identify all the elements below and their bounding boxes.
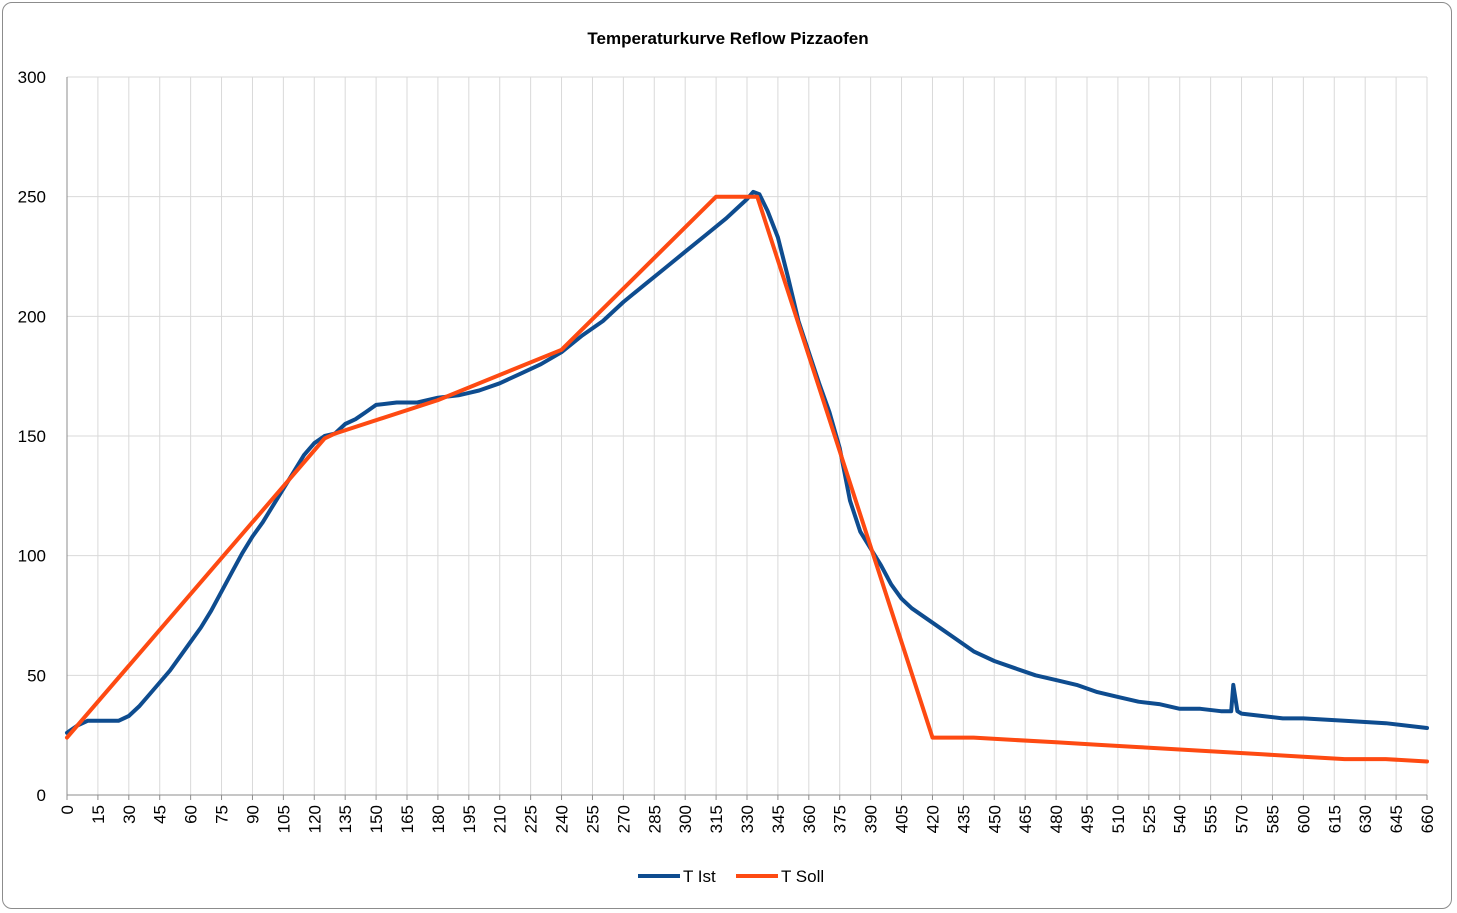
x-tick-label: 480 bbox=[1047, 805, 1066, 833]
x-tick-label: 375 bbox=[831, 805, 850, 833]
x-tick-label: 255 bbox=[583, 805, 602, 833]
x-tick-label: 465 bbox=[1016, 805, 1035, 833]
y-tick-label: 50 bbox=[27, 666, 46, 685]
x-tick-label: 150 bbox=[367, 805, 386, 833]
grid bbox=[66, 76, 1428, 796]
x-tick-label: 405 bbox=[893, 805, 912, 833]
x-tick-label: 285 bbox=[645, 805, 664, 833]
x-tick-label: 390 bbox=[862, 805, 881, 833]
x-tick-label: 270 bbox=[614, 805, 633, 833]
x-tick-label: 240 bbox=[553, 805, 572, 833]
x-tick-label: 570 bbox=[1233, 805, 1252, 833]
x-tick-label: 195 bbox=[460, 805, 479, 833]
x-tick-label: 555 bbox=[1202, 805, 1221, 833]
legend: T Ist T Soll bbox=[638, 867, 824, 886]
x-tick-label: 525 bbox=[1140, 805, 1159, 833]
y-tick-label: 300 bbox=[18, 68, 46, 87]
x-tick-label: 15 bbox=[89, 805, 108, 824]
x-tick-label: 360 bbox=[800, 805, 819, 833]
x-tick-label: 135 bbox=[336, 805, 355, 833]
series-line-t-ist bbox=[65, 189, 1429, 735]
y-tick-label: 100 bbox=[18, 547, 46, 566]
x-tick-label: 450 bbox=[985, 805, 1004, 833]
x-tick-label: 210 bbox=[491, 805, 510, 833]
y-tick-label: 200 bbox=[18, 307, 46, 326]
x-tick-label: 180 bbox=[429, 805, 448, 833]
x-tick-label: 225 bbox=[522, 805, 541, 833]
x-tick-label: 510 bbox=[1109, 805, 1128, 833]
x-tick-label: 120 bbox=[305, 805, 324, 833]
legend-label-t-ist: T Ist bbox=[683, 867, 716, 886]
x-tick-label: 75 bbox=[213, 805, 232, 824]
x-tick-label: 615 bbox=[1325, 805, 1344, 833]
x-tick-label: 300 bbox=[676, 805, 695, 833]
x-tick-label: 165 bbox=[398, 805, 417, 833]
legend-label-t-soll: T Soll bbox=[781, 867, 824, 886]
x-tick-label: 45 bbox=[151, 805, 170, 824]
x-tick-label: 435 bbox=[954, 805, 973, 833]
x-tick-label: 105 bbox=[274, 805, 293, 833]
y-tick-label: 150 bbox=[18, 427, 46, 446]
x-tick-label: 630 bbox=[1356, 805, 1375, 833]
chart-title: Temperaturkurve Reflow Pizzaofen bbox=[587, 29, 868, 48]
x-tick-label: 540 bbox=[1171, 805, 1190, 833]
x-tick-label: 585 bbox=[1263, 805, 1282, 833]
y-tick-label: 0 bbox=[37, 786, 46, 805]
series-group bbox=[65, 189, 1429, 764]
axes: 0 50 100 150 200 250 300 0 15 30 45 60 75 90 105 120 135… bbox=[18, 68, 1437, 833]
x-tick-label: 90 bbox=[243, 805, 262, 824]
series-line-t-soll bbox=[65, 194, 1429, 764]
x-tick-label: 420 bbox=[923, 805, 942, 833]
x-tick-label: 645 bbox=[1387, 805, 1406, 833]
x-tick-label: 60 bbox=[182, 805, 201, 824]
x-tick-label: 315 bbox=[707, 805, 726, 833]
x-tick-label: 660 bbox=[1418, 805, 1437, 833]
x-tick-label: 330 bbox=[738, 805, 757, 833]
x-tick-label: 345 bbox=[769, 805, 788, 833]
y-tick-label: 250 bbox=[18, 188, 46, 207]
x-tick-label: 495 bbox=[1078, 805, 1097, 833]
x-tick-label: 30 bbox=[120, 805, 139, 824]
x-tick-label: 0 bbox=[58, 805, 77, 814]
x-tick-label: 600 bbox=[1294, 805, 1313, 833]
